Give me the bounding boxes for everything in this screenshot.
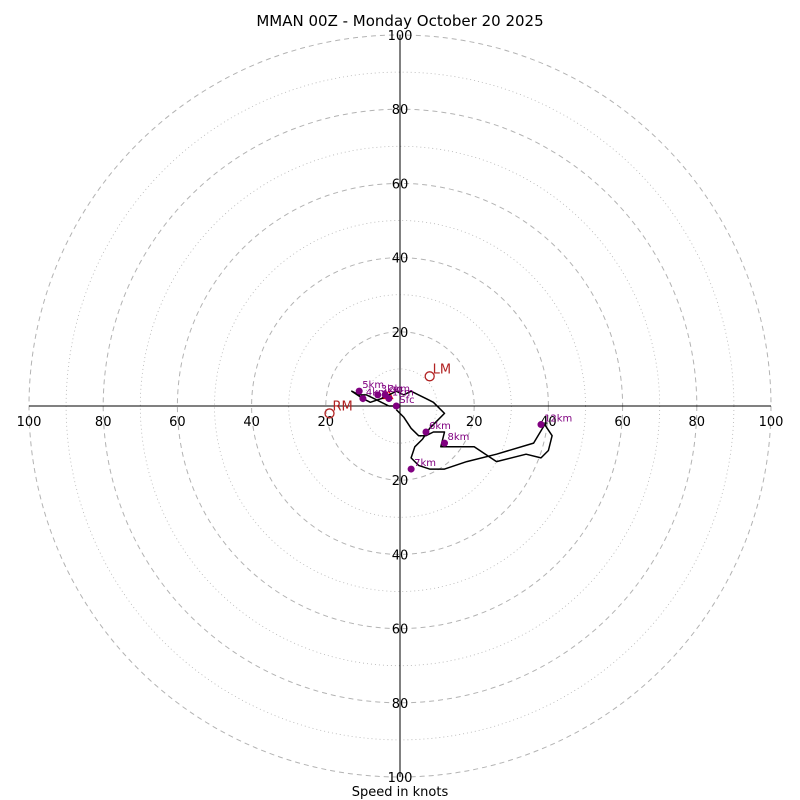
y-tick-label: 100 bbox=[388, 29, 413, 44]
x-tick-labels-right: 20 40 60 80 100 bbox=[466, 415, 783, 430]
x-tick-labels-left: 100 80 60 40 20 bbox=[17, 415, 334, 430]
height-marker-label: 1km bbox=[392, 388, 414, 399]
height-marker-dot bbox=[359, 395, 367, 403]
y-tick-label: 60 bbox=[392, 623, 409, 638]
height-marker-dot bbox=[355, 387, 363, 395]
storm-motion-marker bbox=[424, 371, 435, 382]
height-marker-dot bbox=[441, 439, 449, 447]
x-tick-label: 100 bbox=[17, 415, 42, 430]
height-marker-label: 7km bbox=[414, 458, 436, 469]
height-marker-dot bbox=[422, 428, 430, 436]
chart-title: MMAN 00Z - Monday October 20 2025 bbox=[256, 12, 543, 30]
y-tick-label: 20 bbox=[392, 474, 409, 489]
x-tick-label: 80 bbox=[95, 415, 112, 430]
y-tick-label: 80 bbox=[392, 697, 409, 712]
x-tick-label: 40 bbox=[243, 415, 260, 430]
y-tick-label: 40 bbox=[392, 548, 409, 563]
height-marker-label: 4km bbox=[366, 388, 388, 399]
y-tick-label: 60 bbox=[392, 177, 409, 192]
y-tick-label: 100 bbox=[388, 771, 413, 786]
hodograph-trace bbox=[351, 390, 553, 470]
height-marker-label: 5km bbox=[362, 380, 384, 391]
x-tick-label: 60 bbox=[169, 415, 186, 430]
x-tick-label: 20 bbox=[318, 415, 335, 430]
height-marker-label: 3km bbox=[381, 384, 403, 395]
height-marker-label: Sfc bbox=[399, 395, 414, 406]
height-marker-dot bbox=[392, 402, 400, 410]
y-tick-labels-top: 100 80 60 40 20 bbox=[388, 29, 413, 341]
height-marker-dot bbox=[537, 421, 545, 429]
x-tick-label: 60 bbox=[614, 415, 631, 430]
y-tick-label: 20 bbox=[392, 326, 409, 341]
height-marker-dot bbox=[407, 465, 415, 473]
height-marker-dot bbox=[374, 391, 382, 399]
x-tick-label: 80 bbox=[689, 415, 706, 430]
height-markers: Sfc 1km 2km 3km 4km 5km 6km 7km 8km 12km bbox=[355, 380, 572, 473]
storm-motion-label: LM bbox=[433, 362, 451, 377]
height-marker-dot bbox=[381, 391, 389, 399]
storm-motion-marker bbox=[324, 408, 335, 419]
y-tick-label: 80 bbox=[392, 103, 409, 118]
height-marker-label: 2km bbox=[388, 384, 410, 395]
y-tick-labels-bottom: 20 40 60 80 100 bbox=[388, 474, 413, 786]
x-axis-label: Speed in knots bbox=[352, 785, 449, 800]
storm-motion-label: RM bbox=[333, 399, 353, 414]
x-tick-label: 20 bbox=[466, 415, 483, 430]
y-tick-label: 40 bbox=[392, 252, 409, 267]
storm-motion-markers: LM RM bbox=[324, 362, 451, 419]
x-tick-label: 100 bbox=[759, 415, 784, 430]
height-marker-label: 8km bbox=[448, 432, 470, 443]
height-marker-label: 12km bbox=[544, 414, 572, 425]
height-marker-label: 6km bbox=[429, 421, 451, 432]
